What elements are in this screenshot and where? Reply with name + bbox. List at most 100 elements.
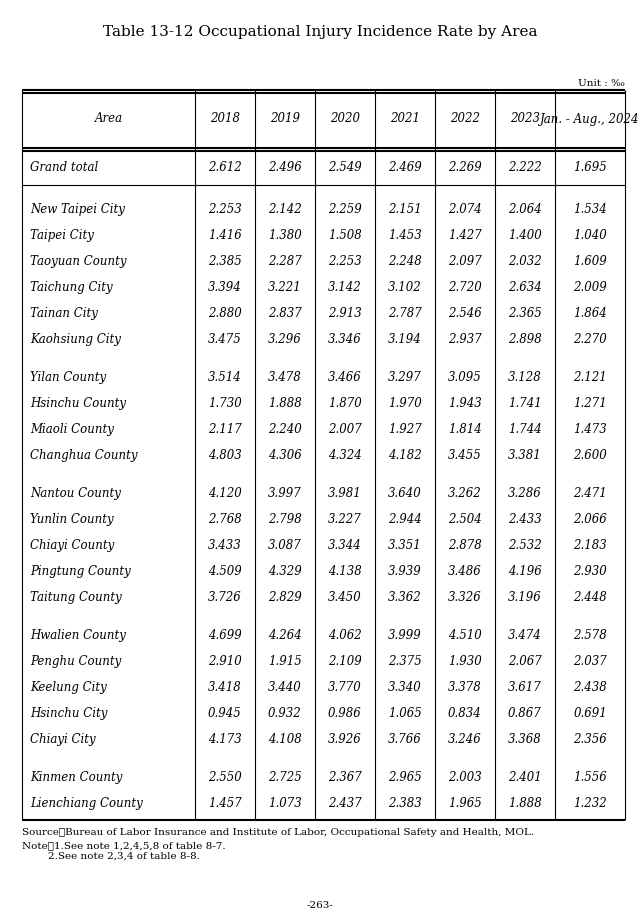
Text: 2.612: 2.612 [208,161,242,174]
Text: 2019: 2019 [270,113,300,126]
Text: 2.See note 2,3,4 of table 8-8.: 2.See note 2,3,4 of table 8-8. [22,852,200,861]
Text: Keelung City: Keelung City [30,681,107,694]
Text: 2.944: 2.944 [388,513,422,526]
Text: 3.227: 3.227 [328,513,362,526]
Text: 3.378: 3.378 [448,681,482,694]
Text: 1.864: 1.864 [573,307,607,320]
Text: 0.867: 0.867 [508,707,542,720]
Text: 2.725: 2.725 [268,771,302,784]
Text: 4.329: 4.329 [268,565,302,578]
Text: 3.475: 3.475 [208,333,242,346]
Text: Source：Bureau of Labor Insurance and Institute of Labor, Occupational Safety and: Source：Bureau of Labor Insurance and Ins… [22,828,534,837]
Text: 2.937: 2.937 [448,333,482,346]
Text: 3.326: 3.326 [448,591,482,604]
Text: 2.183: 2.183 [573,539,607,552]
Text: 2018: 2018 [210,113,240,126]
Text: 2.438: 2.438 [573,681,607,694]
Text: 3.466: 3.466 [328,371,362,384]
Text: 2.383: 2.383 [388,797,422,810]
Text: 3.640: 3.640 [388,487,422,500]
Text: 3.770: 3.770 [328,681,362,694]
Text: 0.986: 0.986 [328,707,362,720]
Text: 2.222: 2.222 [508,161,542,174]
Text: 3.297: 3.297 [388,371,422,384]
Text: Nantou County: Nantou County [30,487,121,500]
Text: 2.546: 2.546 [448,307,482,320]
Text: 1.609: 1.609 [573,255,607,268]
Text: 3.939: 3.939 [388,565,422,578]
Text: 4.173: 4.173 [208,733,242,746]
Text: 2.269: 2.269 [448,161,482,174]
Text: 3.351: 3.351 [388,539,422,552]
Text: Note：1.See note 1,2,4,5,8 of table 8-7.: Note：1.See note 1,2,4,5,8 of table 8-7. [22,841,226,850]
Text: 3.486: 3.486 [448,565,482,578]
Text: 2.270: 2.270 [573,333,607,346]
Text: 2.837: 2.837 [268,307,302,320]
Text: Kinmen County: Kinmen County [30,771,122,784]
Text: 2.117: 2.117 [208,423,242,436]
Text: Pingtung County: Pingtung County [30,565,131,578]
Text: 3.196: 3.196 [508,591,542,604]
Text: 1.556: 1.556 [573,771,607,784]
Text: Yilan County: Yilan County [30,371,106,384]
Text: 3.296: 3.296 [268,333,302,346]
Text: 2.367: 2.367 [328,771,362,784]
Text: Hsinchu County: Hsinchu County [30,397,126,410]
Text: 1.040: 1.040 [573,229,607,242]
Text: New Taipei City: New Taipei City [30,203,125,216]
Text: 3.142: 3.142 [328,281,362,294]
Text: 3.340: 3.340 [388,681,422,694]
Text: 3.221: 3.221 [268,281,302,294]
Text: Unit : ‰: Unit : ‰ [578,79,625,88]
Text: 2.253: 2.253 [328,255,362,268]
Text: 3.346: 3.346 [328,333,362,346]
Text: 4.699: 4.699 [208,629,242,642]
Text: Grand total: Grand total [30,161,99,174]
Text: 1.534: 1.534 [573,203,607,216]
Text: 4.803: 4.803 [208,449,242,462]
Text: 1.888: 1.888 [508,797,542,810]
Text: 3.394: 3.394 [208,281,242,294]
Text: 4.509: 4.509 [208,565,242,578]
Text: 1.416: 1.416 [208,229,242,242]
Text: Changhua County: Changhua County [30,449,138,462]
Text: 3.440: 3.440 [268,681,302,694]
Text: 2.365: 2.365 [508,307,542,320]
Text: 2.287: 2.287 [268,255,302,268]
Text: 1.970: 1.970 [388,397,422,410]
Text: 1.943: 1.943 [448,397,482,410]
Text: 3.617: 3.617 [508,681,542,694]
Text: 2.471: 2.471 [573,487,607,500]
Text: 2.600: 2.600 [573,449,607,462]
Text: Hwalien County: Hwalien County [30,629,126,642]
Text: Penghu County: Penghu County [30,655,121,668]
Text: 3.433: 3.433 [208,539,242,552]
Text: 3.981: 3.981 [328,487,362,500]
Text: 2.151: 2.151 [388,203,422,216]
Text: 2.066: 2.066 [573,513,607,526]
Text: 3.362: 3.362 [388,591,422,604]
Text: 3.474: 3.474 [508,629,542,642]
Text: 1.915: 1.915 [268,655,302,668]
Text: 1.508: 1.508 [328,229,362,242]
Text: 2020: 2020 [330,113,360,126]
Text: Yunlin County: Yunlin County [30,513,114,526]
Text: 4.510: 4.510 [448,629,482,642]
Text: 0.691: 0.691 [573,707,607,720]
Text: 1.744: 1.744 [508,423,542,436]
Text: 2021: 2021 [390,113,420,126]
Text: Taichung City: Taichung City [30,281,113,294]
Text: 2.798: 2.798 [268,513,302,526]
Text: 2.253: 2.253 [208,203,242,216]
Text: 0.834: 0.834 [448,707,482,720]
Text: 3.128: 3.128 [508,371,542,384]
Text: 1.730: 1.730 [208,397,242,410]
Text: 3.726: 3.726 [208,591,242,604]
Text: Hsinchu City: Hsinchu City [30,707,108,720]
Text: Table 13-12 Occupational Injury Incidence Rate by Area: Table 13-12 Occupational Injury Incidenc… [103,25,537,39]
Text: 2.768: 2.768 [208,513,242,526]
Text: 2.240: 2.240 [268,423,302,436]
Text: Chiayi City: Chiayi City [30,733,95,746]
Text: 1.400: 1.400 [508,229,542,242]
Text: 2.532: 2.532 [508,539,542,552]
